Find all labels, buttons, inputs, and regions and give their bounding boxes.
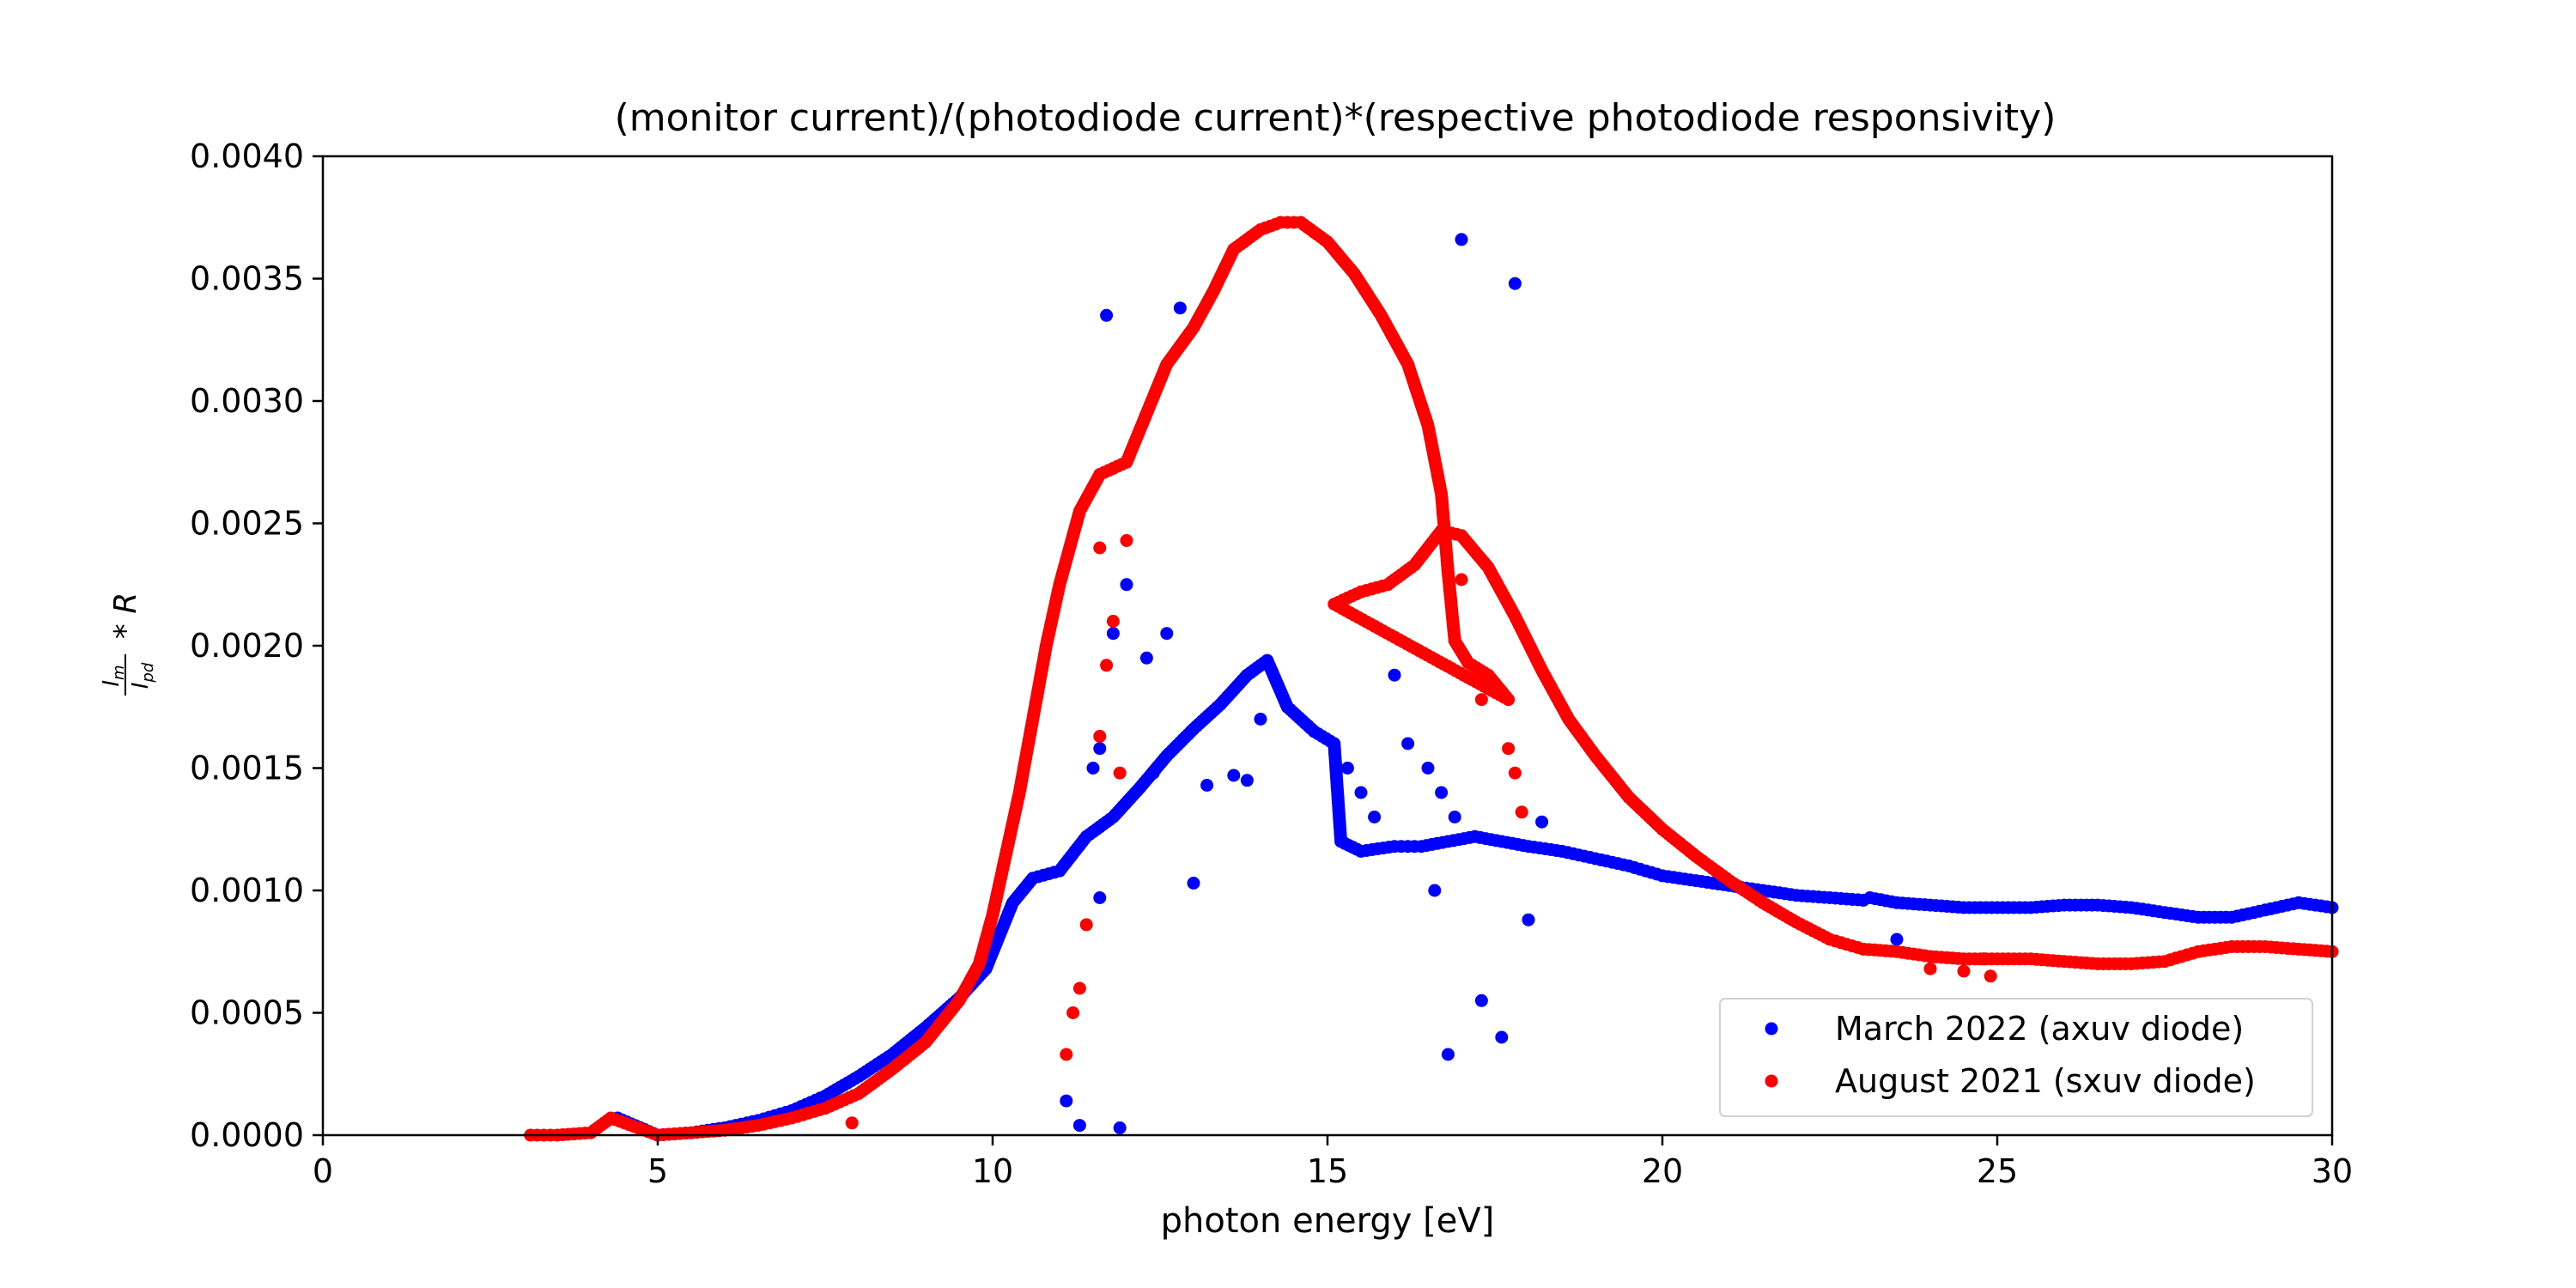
y-axis-title-rest: * R — [108, 592, 143, 639]
x-axis: 0 5 10 15 20 25 30 — [313, 1135, 2353, 1190]
y-axis-title: Im Ipd * R — [99, 592, 157, 696]
data-point — [1079, 918, 1093, 932]
y-tick-label: 0.0035 — [190, 260, 304, 298]
data-point — [1984, 969, 1997, 983]
y-tick-label: 0.0030 — [190, 382, 304, 420]
legend-marker-august-2021 — [1765, 1074, 1778, 1088]
y-axis-title-numerator: Im — [99, 665, 128, 686]
data-point — [1502, 742, 1516, 756]
data-point — [1508, 276, 1522, 290]
data-point — [1113, 1121, 1127, 1134]
legend: March 2022 (axuv diode) August 2021 (sxu… — [1719, 998, 2313, 1117]
x-tick-label: 5 — [647, 1152, 668, 1190]
data-point — [1508, 766, 1522, 780]
data-point — [1240, 774, 1254, 787]
data-point — [1448, 811, 1461, 823]
data-point — [1254, 713, 1267, 726]
data-point — [1120, 534, 1133, 547]
data-point — [1441, 1048, 1455, 1061]
data-point — [1495, 1030, 1509, 1044]
x-axis-title: photon energy [eV] — [1161, 1201, 1495, 1241]
y-tick-label: 0.0010 — [190, 872, 304, 909]
data-point — [1100, 659, 1114, 672]
data-point — [1066, 1006, 1080, 1019]
data-point — [1160, 627, 1174, 641]
data-point — [1187, 877, 1200, 890]
data-point — [1093, 541, 1107, 555]
legend-entry-march-2022: March 2022 (axuv diode) — [1765, 1010, 2244, 1048]
data-point — [1455, 233, 1468, 246]
data-point — [1340, 762, 1354, 775]
plot-area — [321, 155, 2339, 1142]
data-point — [1106, 627, 1120, 641]
data-point — [1173, 301, 1187, 315]
data-point — [1368, 811, 1382, 823]
data-point — [1515, 805, 1528, 819]
data-point — [1086, 762, 1100, 775]
data-point — [1535, 815, 1549, 829]
y-tick-label: 0.0025 — [190, 505, 304, 543]
data-point — [1435, 786, 1449, 799]
legend-label-august-2021: August 2021 (sxuv diode) — [1835, 1062, 2256, 1100]
data-point — [1146, 766, 1160, 780]
y-tick-label: 0.0000 — [190, 1116, 304, 1154]
x-tick-label: 25 — [1977, 1152, 2018, 1190]
legend-entry-august-2021: August 2021 (sxuv diode) — [1765, 1062, 2256, 1100]
data-point — [1093, 742, 1107, 756]
x-tick-label: 20 — [1642, 1152, 1683, 1190]
data-point — [1522, 913, 1535, 927]
legend-marker-march-2022 — [1765, 1022, 1778, 1036]
data-point — [1100, 308, 1114, 322]
legend-box — [1719, 998, 2313, 1117]
data-point — [1093, 730, 1107, 743]
data-point — [1227, 769, 1241, 782]
y-tick-label: 0.0015 — [190, 750, 304, 787]
data-point — [1113, 766, 1127, 780]
series-1 — [524, 216, 2339, 1142]
data-point — [1139, 651, 1153, 665]
data-point — [1421, 762, 1435, 775]
data-point — [1401, 737, 1415, 750]
data-point — [845, 1116, 859, 1130]
data-point — [1428, 884, 1442, 897]
y-axis: 0.0000 0.0005 0.0010 0.0015 0.0020 0.0025 0.00… — [190, 137, 323, 1154]
data-point — [1200, 779, 1214, 792]
series-layer — [524, 216, 2339, 1142]
data-point — [1354, 786, 1368, 799]
data-point — [1474, 693, 1488, 707]
data-point — [1060, 1048, 1073, 1061]
y-tick-label: 0.0040 — [190, 137, 304, 175]
data-point — [1120, 578, 1133, 592]
x-tick-label: 15 — [1307, 1152, 1348, 1190]
data-point — [1093, 891, 1107, 904]
data-point — [1106, 615, 1120, 628]
data-point — [1455, 573, 1468, 586]
x-tick-label: 30 — [2312, 1152, 2353, 1190]
data-point — [1060, 1094, 1073, 1108]
data-point — [1072, 981, 1086, 995]
data-point — [1388, 668, 1401, 682]
data-point — [1923, 962, 1937, 975]
legend-label-march-2022: March 2022 (axuv diode) — [1835, 1010, 2244, 1048]
data-point — [1072, 1119, 1086, 1133]
data-point — [1474, 993, 1488, 1007]
x-tick-label: 10 — [972, 1152, 1013, 1190]
x-tick-label: 0 — [313, 1152, 333, 1190]
data-point — [1890, 933, 1904, 946]
data-point — [1957, 964, 1971, 978]
y-tick-label: 0.0020 — [190, 627, 304, 665]
y-axis-title-denominator: Ipd — [128, 662, 157, 689]
y-tick-label: 0.0005 — [190, 994, 304, 1032]
chart-title: (monitor current)/(photodiode current)*(… — [615, 96, 2057, 140]
